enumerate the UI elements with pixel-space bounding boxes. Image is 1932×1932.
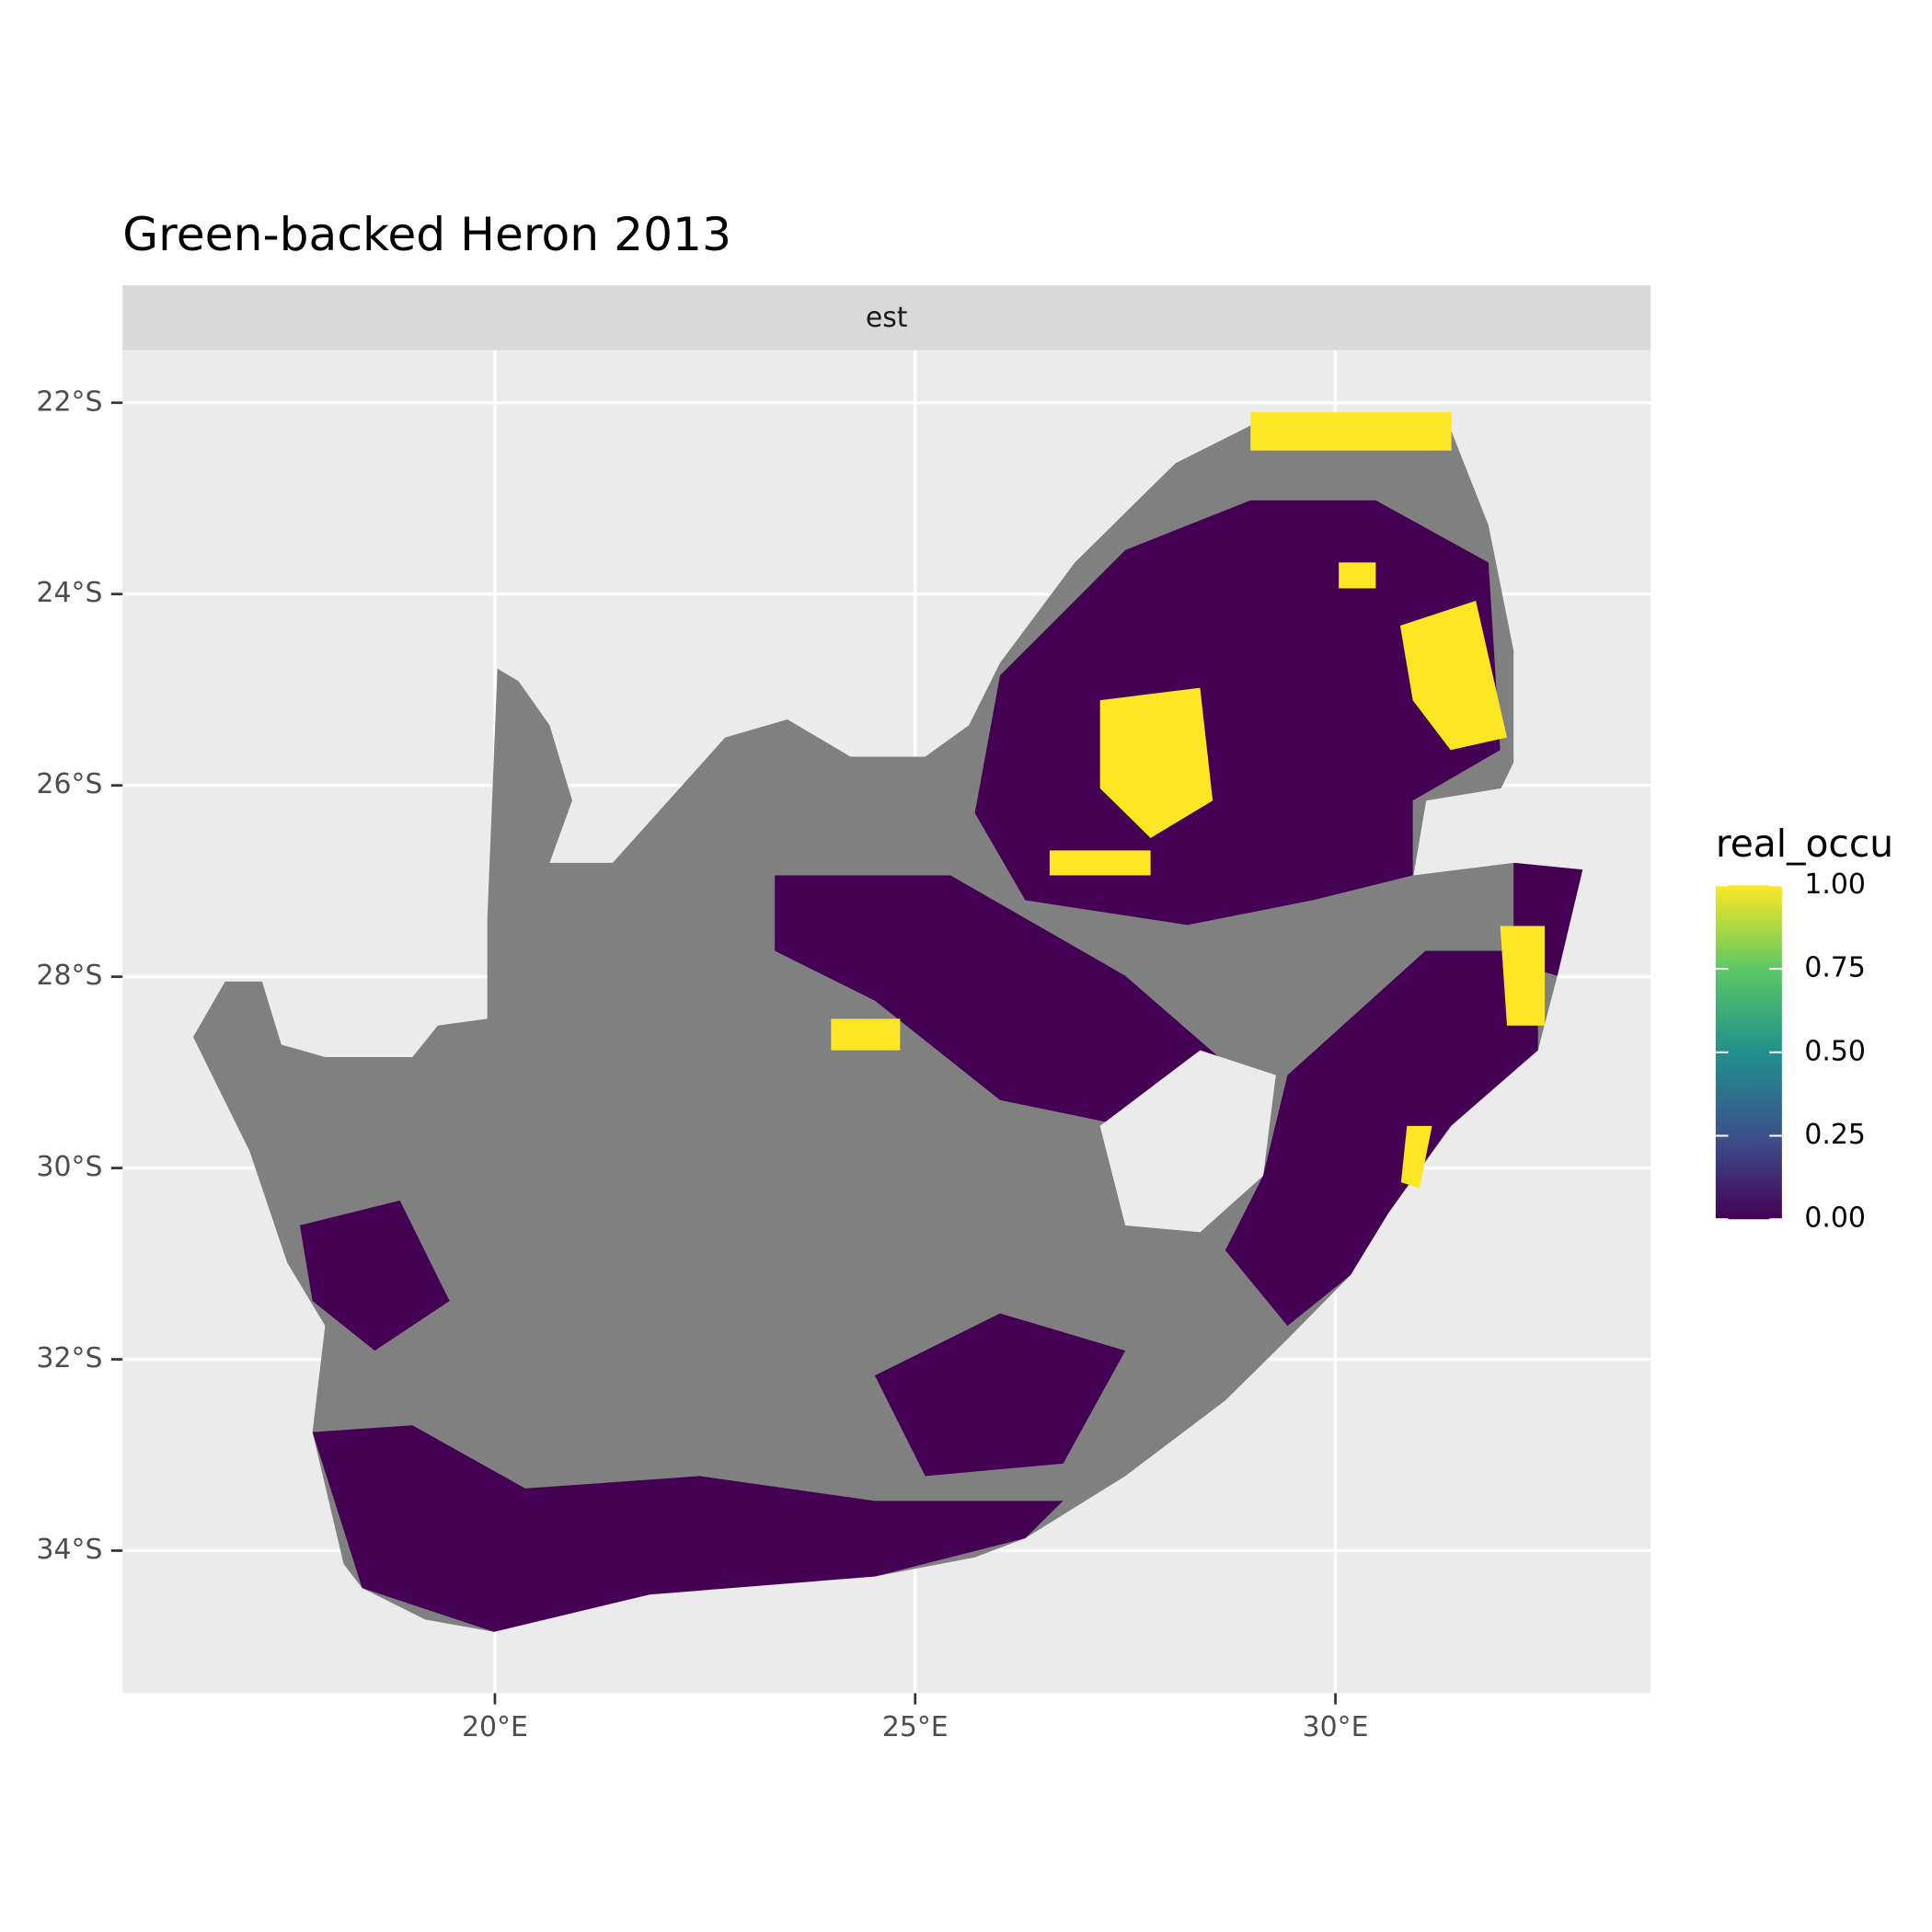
occupancy-region: [1250, 412, 1452, 451]
y-tick-label: 34°S: [36, 1534, 102, 1566]
occupancy-region: [1399, 600, 1507, 751]
hole-area: [1099, 1050, 1276, 1233]
y-tick-label: 24°S: [36, 577, 102, 609]
y-tick-label: 30°S: [36, 1151, 102, 1183]
legend-label: 0.25: [1804, 1119, 1866, 1151]
occupancy-region: [874, 1313, 1126, 1477]
x-tick-label: 25°E: [882, 1711, 949, 1743]
legend-label: 1.00: [1804, 868, 1866, 901]
occupancy-region: [1099, 687, 1213, 838]
occupancy-region: [1400, 1125, 1432, 1189]
occupancy-region: [974, 500, 1501, 926]
facet-label: est: [866, 302, 908, 334]
y-tick-label: 32°S: [36, 1342, 102, 1374]
facet-strip: [122, 284, 1651, 351]
x-tick-label: 20°E: [462, 1711, 528, 1743]
occupancy-region: [775, 875, 1225, 1126]
occupancy-region: [1500, 926, 1546, 1026]
chart-title: Green-backed Heron 2013: [122, 207, 731, 261]
occupancy-region: [1339, 562, 1376, 589]
y-tick-label: 26°S: [36, 768, 102, 800]
x-tick-label: 30°E: [1303, 1711, 1369, 1743]
legend-title: real_occu: [1716, 822, 1893, 866]
legend-label: 0.75: [1804, 952, 1866, 984]
occupancy-region: [312, 1425, 1064, 1632]
legend-label: 0.50: [1804, 1035, 1866, 1067]
y-tick-label: 28°S: [36, 960, 102, 992]
legend-label: 0.00: [1804, 1202, 1866, 1235]
y-tick-label: 22°S: [36, 385, 102, 418]
occupancy-region: [1225, 950, 1538, 1327]
occupancy-region: [831, 1018, 901, 1051]
occupancy-region: [299, 1200, 450, 1351]
occupancy-region: [1049, 850, 1151, 876]
